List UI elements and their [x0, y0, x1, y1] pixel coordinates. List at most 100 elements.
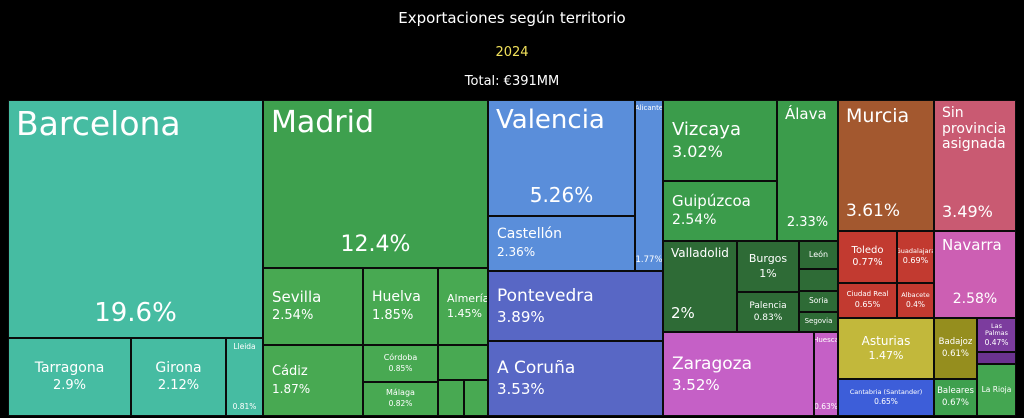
- treemap-tile-valencia[interactable]: Valencia 5.26%: [488, 100, 635, 216]
- treemap-tile-asturias[interactable]: Asturias 1.47%: [838, 318, 934, 379]
- tile-label: A Coruña: [497, 358, 576, 379]
- chart-title: Exportaciones según territorio: [398, 9, 626, 27]
- tile-label: Almería: [447, 291, 488, 305]
- treemap-tile-alicante[interactable]: Alicante 1.77%: [635, 100, 663, 271]
- tile-value: 5.26%: [529, 182, 594, 207]
- tile-label: Pontevedra: [497, 285, 594, 306]
- tile-value: 2.12%: [157, 377, 200, 393]
- tile-value: 0.65%: [874, 396, 898, 406]
- tile-value: 0.77%: [852, 257, 883, 269]
- treemap-tile-burgos[interactable]: Burgos 1%: [737, 241, 799, 292]
- tile-value: 0.83%: [753, 313, 783, 323]
- tile-value: 0.67%: [941, 397, 969, 408]
- tile-label: Albacete: [901, 290, 930, 299]
- tile-value: 0.82%: [388, 399, 413, 409]
- tile-label: Alicante: [635, 104, 663, 112]
- treemap-tile-las-palmas[interactable]: Las Palmas 0.47%: [977, 318, 1016, 352]
- tile-label: Segovia: [804, 317, 833, 326]
- treemap-tile-valladolid[interactable]: Valladolid 2%: [663, 241, 737, 332]
- tile-value: 1.87%: [272, 381, 311, 396]
- treemap-tile-le-n[interactable]: León: [799, 241, 838, 269]
- tile-value: 2.36%: [497, 245, 536, 260]
- tile-label: Guipúzcoa: [672, 192, 751, 211]
- tile-value: 0.63%: [814, 401, 838, 411]
- treemap-tile-murcia[interactable]: Murcia 3.61%: [838, 100, 934, 231]
- tile-label: León: [808, 249, 829, 259]
- treemap-tile-badajoz[interactable]: Badajoz 0.61%: [934, 318, 977, 379]
- tile-value: 0.61%: [941, 348, 969, 359]
- treemap-tile-c-rdoba[interactable]: Córdoba 0.85%: [363, 345, 438, 382]
- treemap-tile-toledo[interactable]: Toledo 0.77%: [838, 231, 897, 283]
- tile-value: 1%: [759, 266, 777, 280]
- treemap-tile-filler[interactable]: [977, 352, 1016, 364]
- treemap-tile-zaragoza[interactable]: Zaragoza 3.52%: [663, 332, 814, 416]
- treemap-tile-baleares[interactable]: Baleares 0.67%: [934, 379, 977, 416]
- tile-label: Sevilla: [272, 288, 322, 307]
- chart-total-label: Total: €391MM: [464, 74, 560, 89]
- treemap-tile-guadalajara[interactable]: Guadalajara 0.69%: [897, 231, 934, 283]
- tile-label: Lleida: [233, 342, 256, 351]
- tile-value: 12.4%: [340, 232, 411, 258]
- treemap-tile-barcelona[interactable]: Barcelona 19.6%: [8, 100, 263, 338]
- treemap-tile-huelva[interactable]: Huelva 1.85%: [363, 268, 438, 345]
- treemap-tile-palencia[interactable]: Palencia 0.83%: [737, 292, 799, 332]
- tile-value: 1.45%: [447, 307, 482, 320]
- treemap-tile-segovia[interactable]: Segovia: [799, 312, 838, 332]
- tile-label: Valladolid: [671, 246, 729, 260]
- tile-label: Málaga: [386, 388, 415, 398]
- tile-value: 0.4%: [905, 299, 926, 309]
- treemap-tile-navarra[interactable]: Navarra 2.58%: [934, 231, 1016, 318]
- treemap-tile-castell-n[interactable]: Castellón 2.36%: [488, 216, 635, 271]
- tile-value: 3.89%: [497, 307, 545, 326]
- treemap-tile-almer-a[interactable]: Almería 1.45%: [438, 268, 488, 345]
- treemap-tile-sin-provincia-asignada[interactable]: Sin provincia asignada 3.49%: [934, 100, 1016, 231]
- tile-value: 2.9%: [52, 377, 87, 393]
- treemap-tile-vizcaya[interactable]: Vizcaya 3.02%: [663, 100, 777, 181]
- treemap-tile-filler[interactable]: [438, 345, 488, 380]
- tile-label: Asturias: [861, 333, 911, 348]
- tile-label: Toledo: [851, 245, 884, 257]
- treemap-tile-tarragona[interactable]: Tarragona 2.9%: [8, 338, 131, 416]
- tile-label: Huesca: [814, 336, 838, 344]
- tile-label: Vizcaya: [672, 118, 741, 140]
- tile-label: Girona: [155, 359, 202, 376]
- treemap-tile-huesca[interactable]: Huesca 0.63%: [814, 332, 838, 416]
- tile-value: 0.65%: [854, 299, 881, 309]
- tile-value: 1.47%: [868, 349, 904, 363]
- tile-label: Cádiz: [272, 364, 308, 379]
- treemap-tile-m-laga[interactable]: Málaga 0.82%: [363, 382, 438, 416]
- treemap-tile-c-diz[interactable]: Cádiz 1.87%: [263, 345, 363, 416]
- treemap-tile-ciudad-real[interactable]: Ciudad Real 0.65%: [838, 283, 897, 318]
- treemap-tile-albacete[interactable]: Albacete 0.4%: [897, 283, 934, 318]
- tile-value: 3.02%: [672, 142, 723, 162]
- tile-value: 1.77%: [635, 255, 663, 266]
- treemap-tile-lleida[interactable]: Lleida 0.81%: [226, 338, 263, 416]
- tile-value: 1.85%: [372, 307, 414, 323]
- treemap-tile-filler[interactable]: [438, 380, 464, 416]
- tile-value: 2.54%: [672, 212, 717, 229]
- tile-label: Huelva: [372, 288, 421, 305]
- treemap-tile-la-rioja[interactable]: La Rioja: [977, 364, 1016, 416]
- treemap-tile-lava[interactable]: Álava 2.33%: [777, 100, 838, 241]
- treemap-tile-pontevedra[interactable]: Pontevedra 3.89%: [488, 271, 663, 341]
- treemap-tile-madrid[interactable]: Madrid 12.4%: [263, 100, 488, 268]
- tile-value: 2.33%: [786, 215, 829, 231]
- treemap-tile-cantabria-santander[interactable]: Cantabria (Santander) 0.65%: [838, 379, 934, 416]
- tile-label: Las Palmas: [984, 321, 1009, 337]
- tile-label: Guadalajara: [897, 246, 934, 255]
- treemap-tile-soria[interactable]: Soria: [799, 291, 838, 312]
- tile-label: Cantabria (Santander): [849, 387, 923, 396]
- treemap-tile-sevilla[interactable]: Sevilla 2.54%: [263, 268, 363, 345]
- tile-value: 0.85%: [388, 363, 413, 373]
- treemap-tile-filler[interactable]: [464, 380, 488, 416]
- tile-label: Sin provincia asignada: [942, 105, 1007, 153]
- tile-label: La Rioja: [981, 384, 1012, 394]
- treemap-tile-a-coru-a[interactable]: A Coruña 3.53%: [488, 341, 663, 416]
- treemap-tile-filler[interactable]: [799, 269, 838, 291]
- treemap-tile-girona[interactable]: Girona 2.12%: [131, 338, 226, 416]
- tile-label: Baleares: [937, 385, 974, 396]
- tile-label: Barcelona: [16, 104, 181, 143]
- treemap-tile-guip-zcoa[interactable]: Guipúzcoa 2.54%: [663, 181, 777, 241]
